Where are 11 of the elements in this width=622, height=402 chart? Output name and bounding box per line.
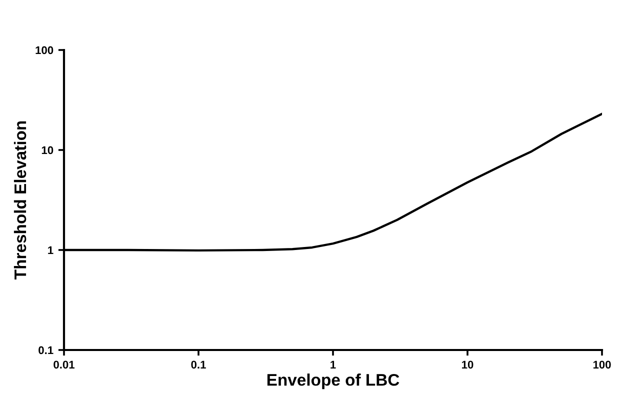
- x-tick-label: 100: [593, 360, 611, 369]
- x-axis-title: Envelope of LBC: [267, 374, 400, 390]
- x-tick-label: 0.1: [191, 360, 206, 369]
- y-tick-label: 1: [48, 246, 54, 254]
- y-tick-label: 100: [36, 46, 54, 54]
- x-tick-label: 10: [462, 360, 474, 369]
- x-tick-label: 1: [330, 360, 336, 368]
- y-axis-title: Threshold Elevation: [14, 121, 26, 280]
- x-tick-label: 0.01: [54, 360, 75, 369]
- y-tick-label: 0.1: [38, 346, 54, 354]
- y-tick-label: 10: [42, 146, 54, 154]
